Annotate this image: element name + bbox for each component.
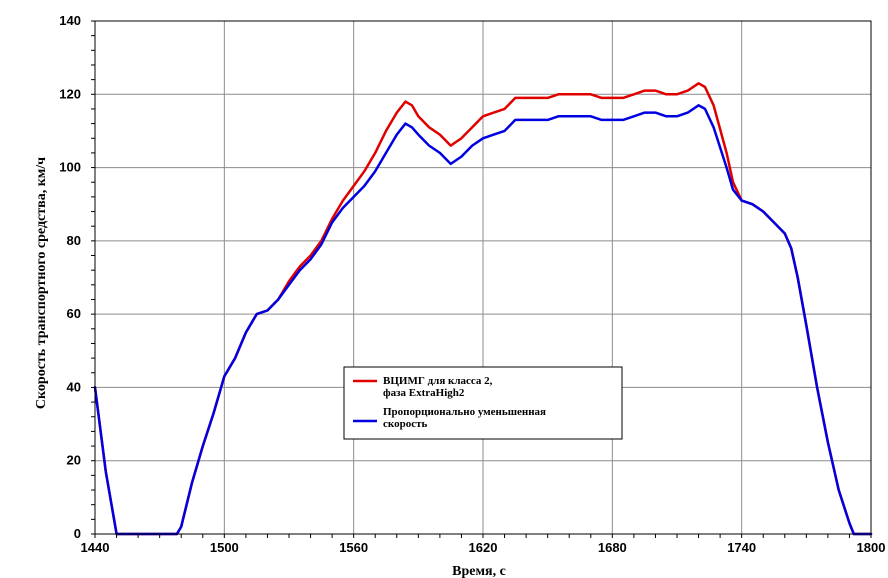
x-tick-label: 1500 — [210, 540, 239, 555]
x-tick-label: 1440 — [81, 540, 110, 555]
series-line-2 — [93, 104, 873, 536]
grid — [94, 20, 872, 535]
y-tick-label: 0 — [74, 526, 81, 541]
legend-label-series-2: Пропорционально уменьшенная скорость — [383, 406, 546, 430]
y-tick-label: 60 — [67, 306, 81, 321]
legend-label-line: скорость — [383, 418, 427, 430]
x-tick-label: 1740 — [727, 540, 756, 555]
y-tick-label: 80 — [67, 233, 81, 248]
y-tick-label: 140 — [59, 13, 81, 28]
legend-label-series-1: ВЦИМГ для класса 2, фаза ExtraHigh2 — [383, 375, 493, 399]
legend-label-line: Пропорционально уменьшенная — [383, 406, 546, 418]
y-tick-label: 40 — [67, 379, 81, 394]
y-tick-label: 100 — [59, 160, 81, 175]
legend: ВЦИМГ для класса 2, фаза ExtraHigh2 Пропо… — [343, 366, 623, 440]
x-axis-title: Время, с — [452, 564, 506, 578]
x-tick-label: 1800 — [857, 540, 886, 555]
legend-label-line: ВЦИМГ для класса 2, — [383, 375, 493, 387]
tick-marks — [91, 20, 872, 538]
x-tick-label: 1680 — [598, 540, 627, 555]
x-tick-label: 1560 — [339, 540, 368, 555]
y-axis-title: Скорость транспортного средства, км/ч — [34, 157, 49, 409]
legend-label-line: фаза ExtraHigh2 — [383, 387, 465, 399]
y-tick-label: 20 — [67, 453, 81, 468]
y-tick-label: 120 — [59, 86, 81, 101]
x-tick-label: 1620 — [469, 540, 498, 555]
legend-box — [343, 366, 623, 440]
tick-labels: 1440 1500 1560 1620 1680 1740 1800 0 20 40 60 80 100… — [59, 13, 885, 555]
series-lines — [93, 82, 873, 536]
